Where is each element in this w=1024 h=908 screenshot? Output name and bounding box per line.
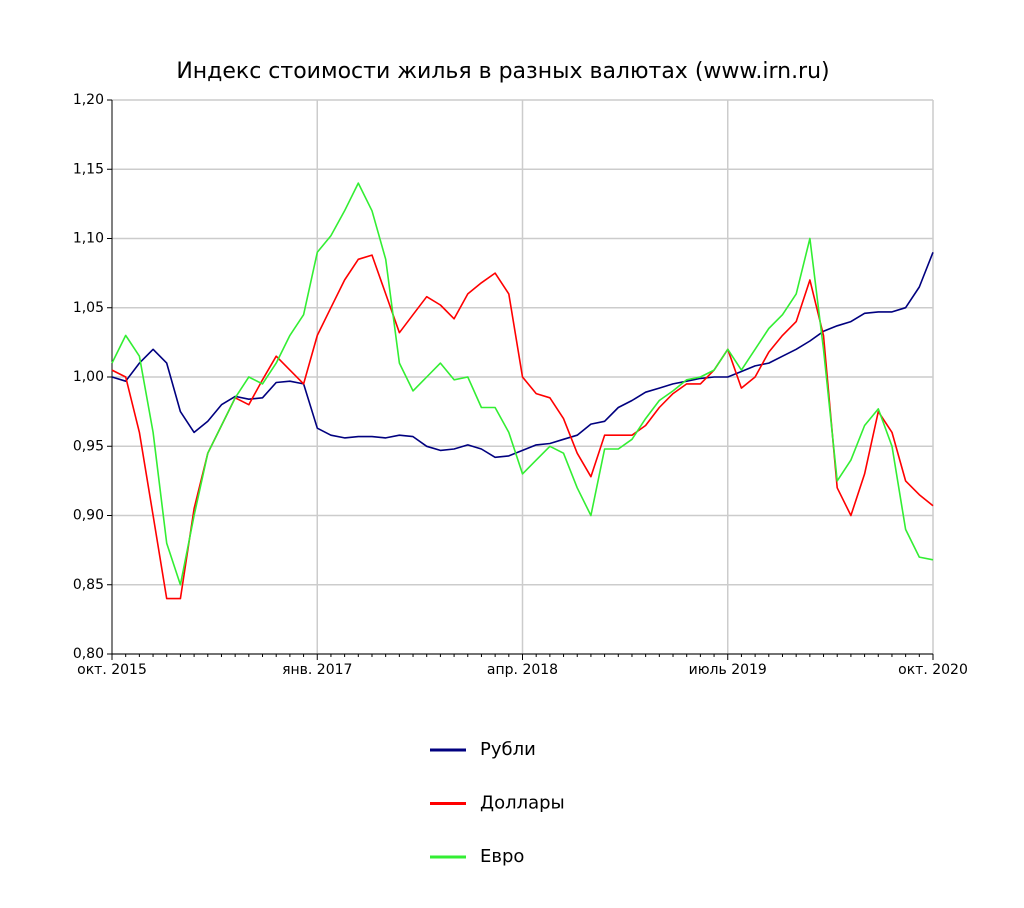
legend-text: Евро [480, 846, 524, 867]
series-line [111, 254, 934, 600]
legend-text: Доллары [480, 793, 565, 814]
chart-title: Индекс стоимости жилья в разных валютах … [176, 59, 829, 84]
x-tick-label: апр. 2018 [487, 662, 558, 678]
y-tick-label: 0,85 [73, 577, 104, 593]
y-tick-label: 1,15 [73, 161, 104, 177]
x-tick-label: июль 2019 [689, 662, 767, 678]
y-tick-label: 0,90 [73, 508, 104, 524]
y-tick-label: 1,00 [73, 369, 104, 385]
series-line [111, 252, 934, 459]
y-tick-label: 0,95 [73, 438, 104, 454]
legend-text: Рубли [480, 739, 536, 760]
x-tick-label: окт. 2015 [77, 662, 147, 678]
y-tick-label: 1,05 [73, 300, 104, 316]
y-tick-label: 1,20 [73, 92, 104, 108]
x-tick-label: окт. 2020 [898, 662, 968, 678]
y-tick-label: 1,10 [73, 231, 104, 247]
y-tick-label: 0,80 [73, 646, 104, 662]
series-line [111, 182, 934, 586]
x-tick-label: янв. 2017 [282, 662, 352, 678]
